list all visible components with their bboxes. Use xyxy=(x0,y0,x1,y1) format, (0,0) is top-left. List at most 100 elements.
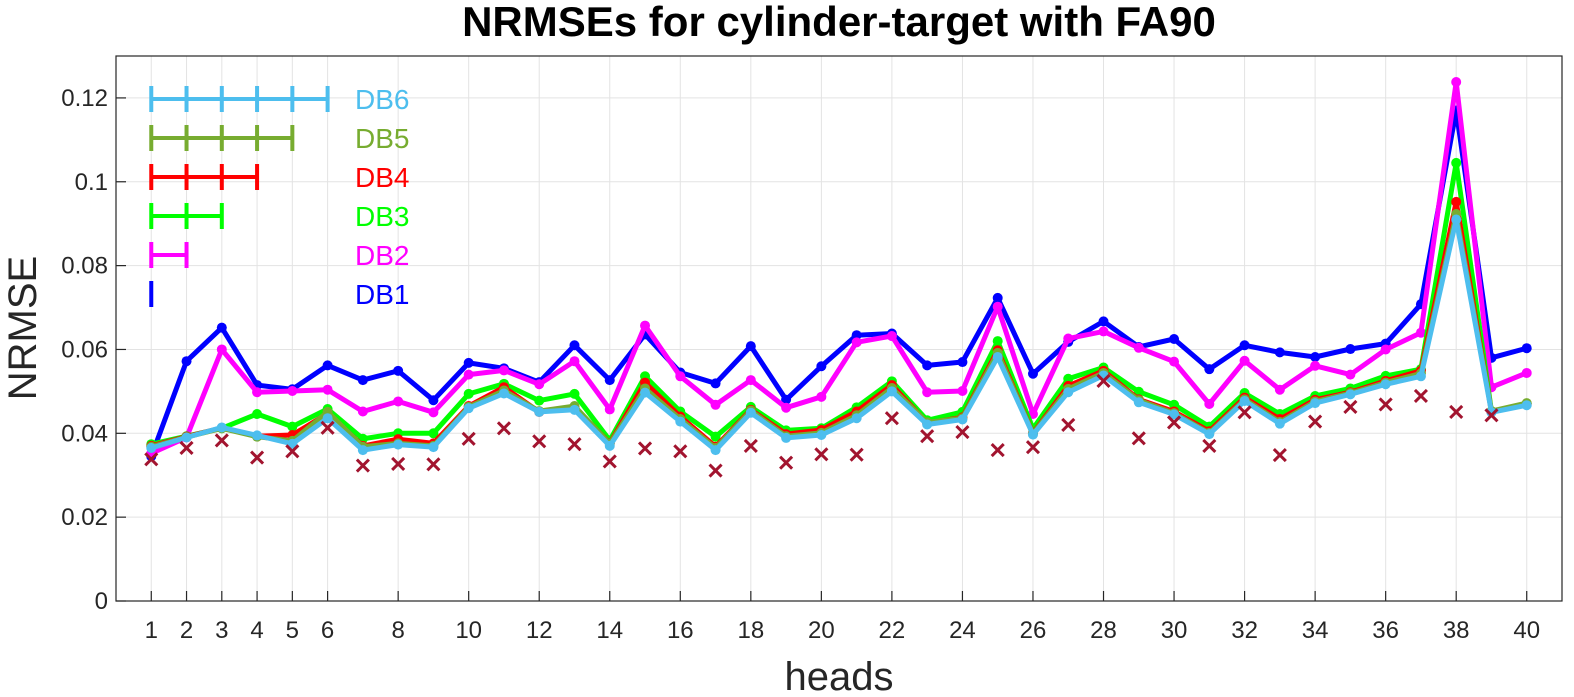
data-point xyxy=(992,336,1003,347)
x-marker xyxy=(426,457,441,472)
data-point xyxy=(992,292,1003,303)
data-point xyxy=(922,419,933,430)
y-tick-label: 0.04 xyxy=(61,420,108,447)
data-point xyxy=(252,409,263,420)
series-reference-x xyxy=(144,373,1499,478)
x-marker xyxy=(1449,404,1464,419)
data-point xyxy=(1169,333,1180,344)
data-point xyxy=(604,404,615,415)
data-point xyxy=(1204,398,1215,409)
x-tick-label: 36 xyxy=(1372,617,1399,644)
data-point xyxy=(745,407,756,418)
x-marker xyxy=(673,444,688,459)
x-marker xyxy=(1237,405,1252,420)
data-point xyxy=(1204,429,1215,440)
data-point xyxy=(886,331,897,342)
x-marker xyxy=(532,434,547,449)
data-point xyxy=(1380,379,1391,390)
data-point xyxy=(851,337,862,348)
x-tick-label: 20 xyxy=(808,617,835,644)
chart-title: NRMSEs for cylinder-target with FA90 xyxy=(462,0,1216,45)
data-point xyxy=(886,386,897,397)
series-line xyxy=(148,108,1528,458)
x-tick-label: 26 xyxy=(1020,617,1047,644)
series-db2 xyxy=(146,76,1532,459)
x-marker xyxy=(1272,448,1287,463)
data-point xyxy=(216,344,227,355)
data-point xyxy=(498,388,509,399)
x-marker xyxy=(1166,415,1182,430)
x-tick-label: 38 xyxy=(1443,617,1470,644)
data-point xyxy=(816,391,827,402)
data-point xyxy=(1345,389,1356,400)
x-marker xyxy=(391,456,406,471)
legend-label: DB2 xyxy=(355,240,409,271)
data-point xyxy=(463,403,474,414)
data-point xyxy=(252,387,263,398)
legend-label: DB3 xyxy=(355,201,409,232)
data-point xyxy=(357,375,368,386)
data-point xyxy=(393,439,404,450)
data-point xyxy=(957,414,968,425)
data-point xyxy=(640,387,651,398)
data-point xyxy=(428,442,439,453)
data-point xyxy=(922,387,933,398)
data-point xyxy=(287,438,298,449)
x-tick-label: 14 xyxy=(596,617,623,644)
data-point xyxy=(851,413,862,424)
data-point xyxy=(1063,333,1074,344)
x-tick-label: 40 xyxy=(1513,617,1540,644)
series-db1 xyxy=(146,105,1532,462)
x-marker xyxy=(920,429,935,444)
x-marker xyxy=(1343,399,1358,414)
x-tick-label: 18 xyxy=(737,617,764,644)
legend-item-db2: DB2 xyxy=(149,240,409,271)
x-tick-label: 22 xyxy=(879,617,906,644)
data-point xyxy=(745,341,756,352)
plot-area xyxy=(115,55,1563,602)
x-axis-label: heads xyxy=(785,655,894,697)
data-point xyxy=(534,395,545,406)
data-point xyxy=(1451,76,1462,87)
data-point xyxy=(1310,398,1321,409)
data-point xyxy=(1451,157,1462,168)
data-point xyxy=(1451,214,1462,225)
data-point xyxy=(1169,409,1180,420)
y-tick-label: 0.06 xyxy=(61,336,108,363)
x-marker xyxy=(1025,440,1041,455)
data-point xyxy=(216,422,227,433)
x-marker xyxy=(567,437,582,452)
x-marker xyxy=(144,452,159,467)
data-point xyxy=(604,440,615,451)
y-axis: 0 0.02 0.04 0.06 0.08 0.1 0.12 xyxy=(61,85,126,615)
data-point xyxy=(675,416,686,427)
x-marker xyxy=(955,424,970,440)
x-marker xyxy=(708,463,723,478)
x-marker xyxy=(814,447,829,462)
x-tick-label: 32 xyxy=(1231,617,1258,644)
data-point xyxy=(146,442,157,453)
x-tick-label: 1 xyxy=(145,617,158,644)
data-point xyxy=(1345,344,1356,355)
data-point xyxy=(357,445,368,456)
x-marker xyxy=(496,421,512,436)
data-point xyxy=(287,385,298,396)
data-point xyxy=(1380,344,1391,355)
data-point xyxy=(1274,347,1285,358)
x-marker xyxy=(355,458,370,473)
x-tick-label: 6 xyxy=(321,617,334,644)
series-layer xyxy=(144,76,1532,478)
series-line xyxy=(150,79,1528,456)
data-point xyxy=(1239,355,1250,366)
data-point xyxy=(1098,316,1109,327)
data-point xyxy=(287,421,298,432)
data-point xyxy=(604,375,615,386)
data-point xyxy=(216,322,227,333)
data-point xyxy=(1169,356,1180,367)
data-point xyxy=(569,404,580,415)
legend-item-db1: DB1 xyxy=(149,279,409,310)
x-marker xyxy=(990,443,1005,458)
x-tick-label: 10 xyxy=(455,617,482,644)
x-marker xyxy=(743,438,758,453)
data-point xyxy=(1310,360,1321,371)
